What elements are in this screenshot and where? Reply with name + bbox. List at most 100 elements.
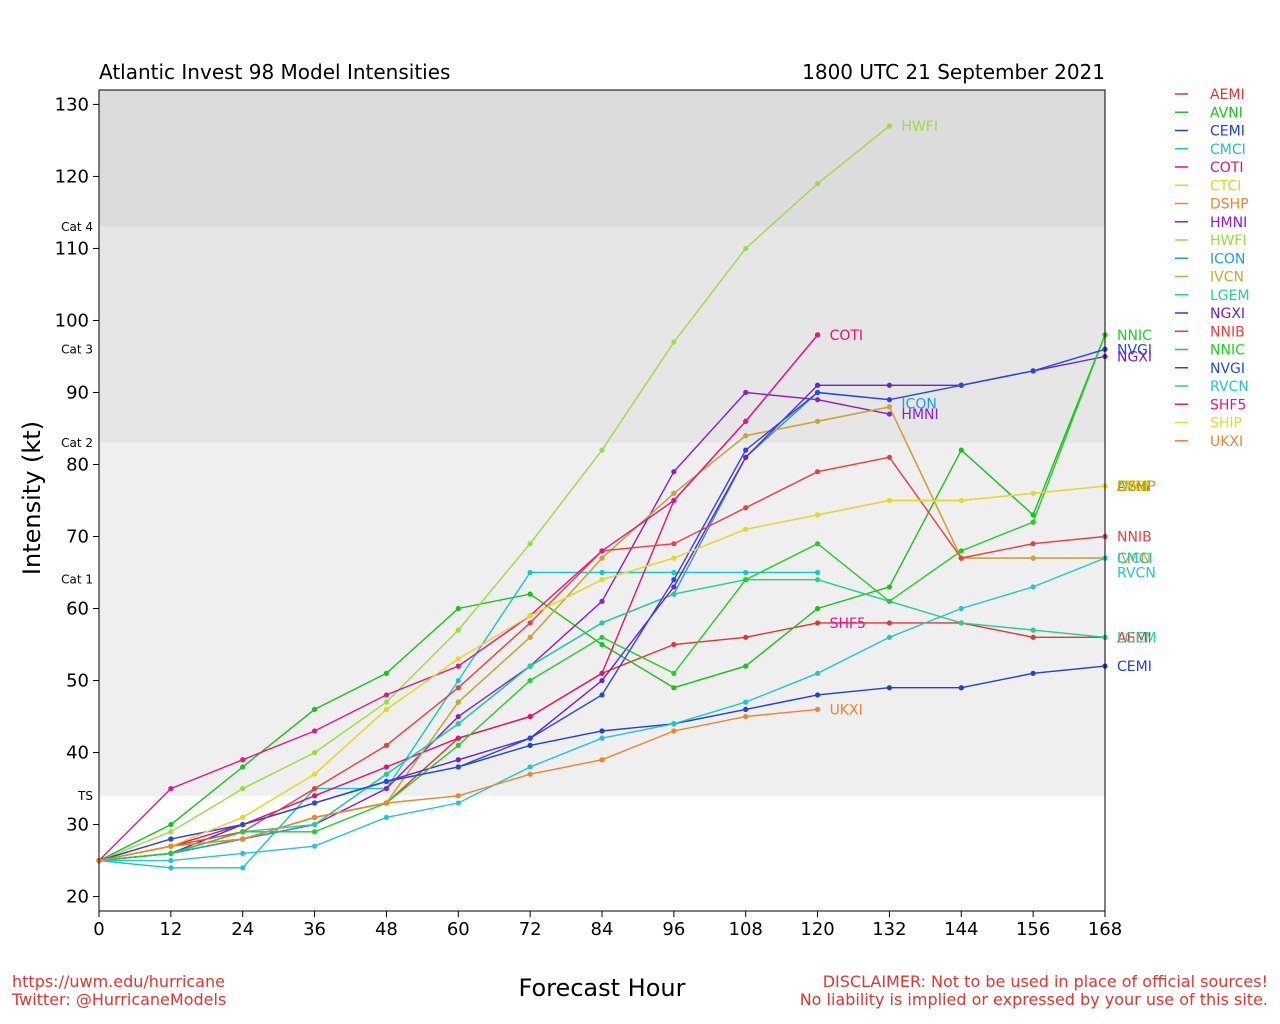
data-point-nvgi (311, 800, 318, 806)
legend-label: RVCN (1210, 379, 1249, 395)
data-point-ivcn (743, 433, 749, 439)
data-point-nnic (814, 541, 821, 547)
data-point-cmci (743, 569, 749, 576)
legend-item-nnic: NNIC (1175, 343, 1245, 359)
data-point-coti (599, 670, 605, 676)
end-label-rvcn: RVCN (1117, 566, 1156, 582)
disclaimer-line-2: No liability is implied or expressed by … (799, 990, 1268, 1009)
data-point-cemi (814, 692, 821, 698)
data-point-hwfi (599, 447, 605, 453)
end-label-ivcn: IVCN (1117, 551, 1151, 567)
data-point-rvcn (886, 634, 893, 640)
data-point-hwfi (168, 829, 174, 835)
data-point-nvgi (886, 397, 893, 403)
data-point-nvgi (455, 764, 461, 770)
data-point-nnib (671, 541, 677, 547)
axis-ticks: 0 12 24 36 48 60 72 84 96 108 120 132 144 156 168 20 30 4… (55, 94, 1123, 940)
y-tick-label: 120 (55, 166, 89, 187)
twitter-handle[interactable]: Twitter: @HurricaneModels (12, 990, 227, 1009)
footer-links: https://uwm.edu/hurricane Twitter: @Hurr… (12, 973, 226, 1009)
data-point-ukxi (240, 836, 246, 842)
data-point-ngxi (671, 584, 677, 590)
data-point-hmni (599, 598, 605, 604)
band-label-cat-4: Cat 4 (61, 220, 93, 234)
y-tick-label: 110 (55, 238, 89, 259)
legend-item-shf5: SHF5 (1175, 397, 1246, 413)
data-point-rvcn (240, 850, 246, 856)
legend-label: HWFI (1210, 233, 1247, 249)
data-point-nnib (743, 505, 749, 511)
data-point-shf5 (311, 728, 318, 734)
data-point-shf5 (814, 332, 821, 338)
legend-label: ICON (1210, 251, 1245, 267)
data-point-rvcn (527, 764, 533, 770)
data-point-shf5 (455, 663, 461, 669)
data-point-hmni (383, 785, 390, 792)
end-label-ngxi: NGXI (1117, 349, 1152, 365)
band-cat-2 (99, 349, 1105, 443)
y-tick-label: 50 (66, 671, 89, 692)
data-point-ship (743, 526, 749, 532)
legend-item-ship: SHIP (1175, 416, 1242, 432)
data-point-aemi (743, 634, 749, 640)
end-label-ctci: CTCI (1117, 479, 1148, 495)
legend-label: CEMI (1210, 124, 1245, 140)
y-tick-label: 70 (66, 527, 89, 548)
end-label-lgem: LGEM (1117, 630, 1157, 646)
data-point-lgem (527, 663, 533, 669)
end-label-nvgi: NVGI (1117, 342, 1152, 358)
legend-item-coti: COTI (1175, 160, 1243, 176)
x-axis-label: Forecast Hour (519, 974, 686, 1002)
legend-label: DSHP (1210, 197, 1249, 213)
data-point-avni (958, 447, 964, 453)
legend-label: NGXI (1210, 306, 1245, 322)
x-tick-label: 108 (729, 919, 763, 940)
legend-label: CTCI (1210, 178, 1241, 194)
data-point-ukxi (814, 706, 821, 712)
series-avni (96, 332, 1108, 864)
data-point-nvgi (383, 778, 390, 784)
end-label-hwfi: HWFI (901, 119, 938, 135)
end-label-nnic: NNIC (1117, 328, 1152, 344)
data-point-ukxi (455, 793, 461, 799)
end-label-dshp: DSHP (1117, 479, 1156, 495)
data-point-cemi (1030, 670, 1036, 676)
data-point-lgem (455, 721, 461, 727)
data-point-lgem (1030, 627, 1036, 633)
data-point-nnib (1030, 541, 1036, 547)
data-point-cemi (527, 742, 533, 748)
data-point-nnib (311, 785, 318, 792)
band-label-cat-3: Cat 3 (61, 342, 93, 356)
series-line-hwfi (98, 125, 890, 862)
data-point-ngxi (886, 382, 893, 388)
data-point-ivcn (1030, 555, 1036, 561)
data-point-hmni (814, 397, 821, 403)
data-point-nnib (383, 742, 390, 748)
data-point-lgem (383, 771, 390, 777)
data-point-coti (455, 735, 461, 741)
data-point-ukxi (168, 843, 174, 849)
data-point-ivcn (886, 404, 893, 410)
data-point-ngxi (743, 454, 749, 460)
data-point-hwfi (743, 245, 749, 252)
data-point-cmci (455, 677, 461, 684)
data-point-aemi (1030, 634, 1036, 640)
disclaimer: DISCLAIMER: Not to be used in place of o… (800, 973, 1268, 1009)
data-point-coti (527, 713, 533, 720)
legend-item-nnib: NNIB (1175, 324, 1245, 340)
data-point-nnic (743, 577, 749, 583)
y-tick-label: 130 (55, 94, 89, 115)
data-point-aemi (814, 620, 821, 626)
data-point-nnic (311, 829, 318, 835)
data-point-nnic (599, 634, 605, 640)
legend-label: COTI (1210, 160, 1243, 176)
legend: AEMI AVNI CEMI CMCI COTI CTCI DSHP HMNI HWFI ICON… (1175, 87, 1250, 450)
data-point-nvgi (527, 735, 533, 741)
website-url[interactable]: https://uwm.edu/hurricane (12, 972, 225, 991)
x-tick-label: 0 (93, 919, 104, 940)
data-point-ivcn (455, 699, 461, 705)
data-point-lgem (958, 620, 964, 626)
data-point-cmci (240, 865, 246, 871)
